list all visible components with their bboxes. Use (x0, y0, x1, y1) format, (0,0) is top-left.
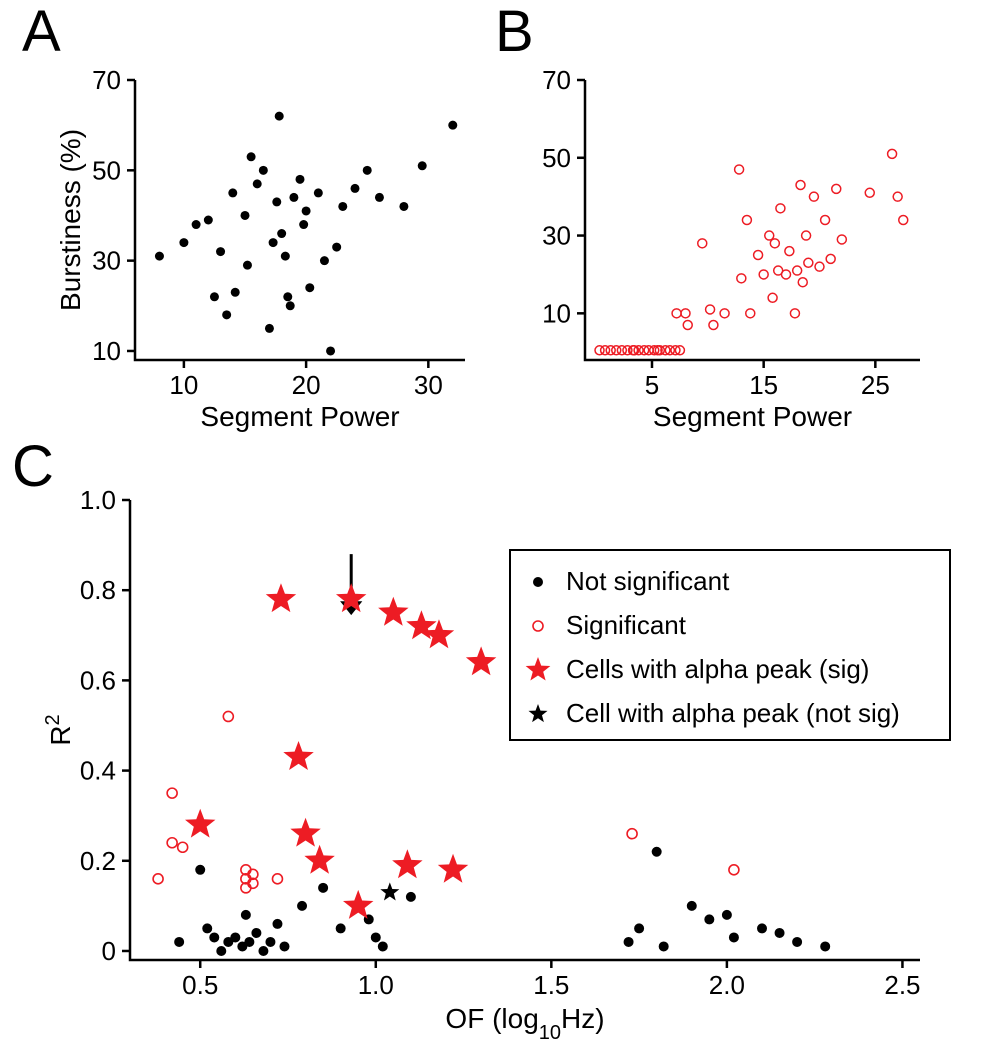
svg-text:OF (log10Hz): OF (log10Hz) (445, 1003, 604, 1040)
svg-text:Significant: Significant (566, 610, 687, 640)
svg-text:Cells with alpha peak (sig): Cells with alpha peak (sig) (566, 654, 869, 684)
svg-text:2.5: 2.5 (884, 970, 920, 1000)
panel-b-chart: 5 15 25 10 30 50 70 Segment Power (520, 60, 940, 440)
svg-text:10: 10 (169, 370, 198, 400)
svg-text:1.0: 1.0 (80, 485, 116, 515)
svg-text:25: 25 (861, 370, 890, 400)
svg-text:10: 10 (92, 336, 121, 366)
svg-text:70: 70 (542, 65, 571, 95)
svg-text:50: 50 (542, 143, 571, 173)
svg-text:0.2: 0.2 (80, 846, 116, 876)
svg-text:30: 30 (542, 221, 571, 251)
figure-root: A B C 10203010305070Segment PowerBurstin… (0, 0, 987, 1050)
svg-text:0.8: 0.8 (80, 575, 116, 605)
svg-text:5: 5 (645, 370, 659, 400)
svg-text:2.0: 2.0 (709, 970, 745, 1000)
svg-text:Burstiness (%): Burstiness (%) (60, 129, 86, 311)
svg-text:0: 0 (102, 936, 116, 966)
svg-text:70: 70 (92, 65, 121, 95)
panel-label-b: B (495, 0, 534, 65)
panel-label-a: A (22, 0, 61, 65)
svg-text:Cell with alpha peak (not sig): Cell with alpha peak (not sig) (566, 698, 900, 728)
svg-text:0.5: 0.5 (182, 970, 218, 1000)
svg-text:Not significant: Not significant (566, 566, 730, 596)
svg-text:0.4: 0.4 (80, 756, 116, 786)
panel-a-chart: 10 20 30 10 30 50 70 Segment Power Burstiness (%… (60, 60, 480, 440)
svg-text:Segment Power: Segment Power (653, 401, 852, 432)
svg-text:30: 30 (92, 246, 121, 276)
svg-text:1.0: 1.0 (358, 970, 394, 1000)
svg-text:0.6: 0.6 (80, 665, 116, 695)
svg-text:50: 50 (92, 155, 121, 185)
panel-c-chart: 0.5 1.0 1.5 2.0 2.5 0 0.2 0.4 0.6 0.8 1.0 OF (log10… (40, 470, 960, 1040)
svg-text:10: 10 (542, 298, 571, 328)
svg-text:30: 30 (414, 370, 443, 400)
svg-text:15: 15 (749, 370, 778, 400)
svg-text:1.5: 1.5 (533, 970, 569, 1000)
svg-text:R2: R2 (42, 714, 76, 745)
svg-text:Segment Power: Segment Power (200, 401, 399, 432)
svg-text:20: 20 (292, 370, 321, 400)
